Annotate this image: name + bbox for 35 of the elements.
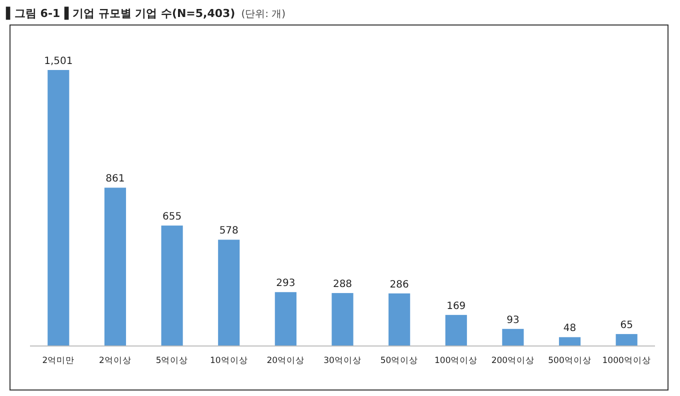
x-tick-label: 20억이상 [266, 356, 305, 366]
bar [274, 292, 296, 346]
data-label: 65 [620, 320, 633, 332]
x-tick-label: 10억이상 [210, 356, 248, 366]
data-label: 169 [446, 300, 466, 312]
x-tick-label: 50억이상 [380, 356, 418, 366]
x-tick-label: 2억이상 [99, 356, 132, 366]
x-tick-label: 1000억이상 [602, 356, 651, 366]
x-tick-label: 30억이상 [324, 356, 362, 366]
data-label: 655 [162, 212, 182, 223]
x-tick-label: 500억이상 [548, 356, 592, 366]
data-label: 861 [106, 174, 125, 185]
data-label: 293 [276, 278, 296, 290]
chart-title: ▌그림 6-1▐ 기업 규모별 기업 수(N=5,403) [5, 6, 236, 20]
bar [445, 314, 467, 346]
bar [104, 188, 126, 346]
data-label: 93 [506, 314, 520, 326]
bar [616, 334, 638, 346]
x-tick-label: 5억이상 [156, 356, 188, 366]
data-label: 578 [219, 226, 238, 237]
bar [558, 337, 581, 346]
bar [161, 226, 183, 346]
bar [502, 328, 524, 346]
data-label: 48 [563, 323, 576, 334]
data-label: 288 [332, 279, 352, 290]
data-label: 1,501 [44, 56, 73, 67]
bar [48, 70, 70, 346]
chart-subtitle: (단위: 개) [241, 9, 286, 20]
x-tick-label: 200억이상 [491, 356, 535, 366]
bar [218, 240, 240, 346]
bar [332, 293, 354, 346]
x-tick-label: 100억이상 [434, 356, 478, 366]
bar [388, 293, 410, 346]
data-label: 286 [390, 279, 409, 290]
x-tick-label: 2억미만 [42, 356, 75, 366]
